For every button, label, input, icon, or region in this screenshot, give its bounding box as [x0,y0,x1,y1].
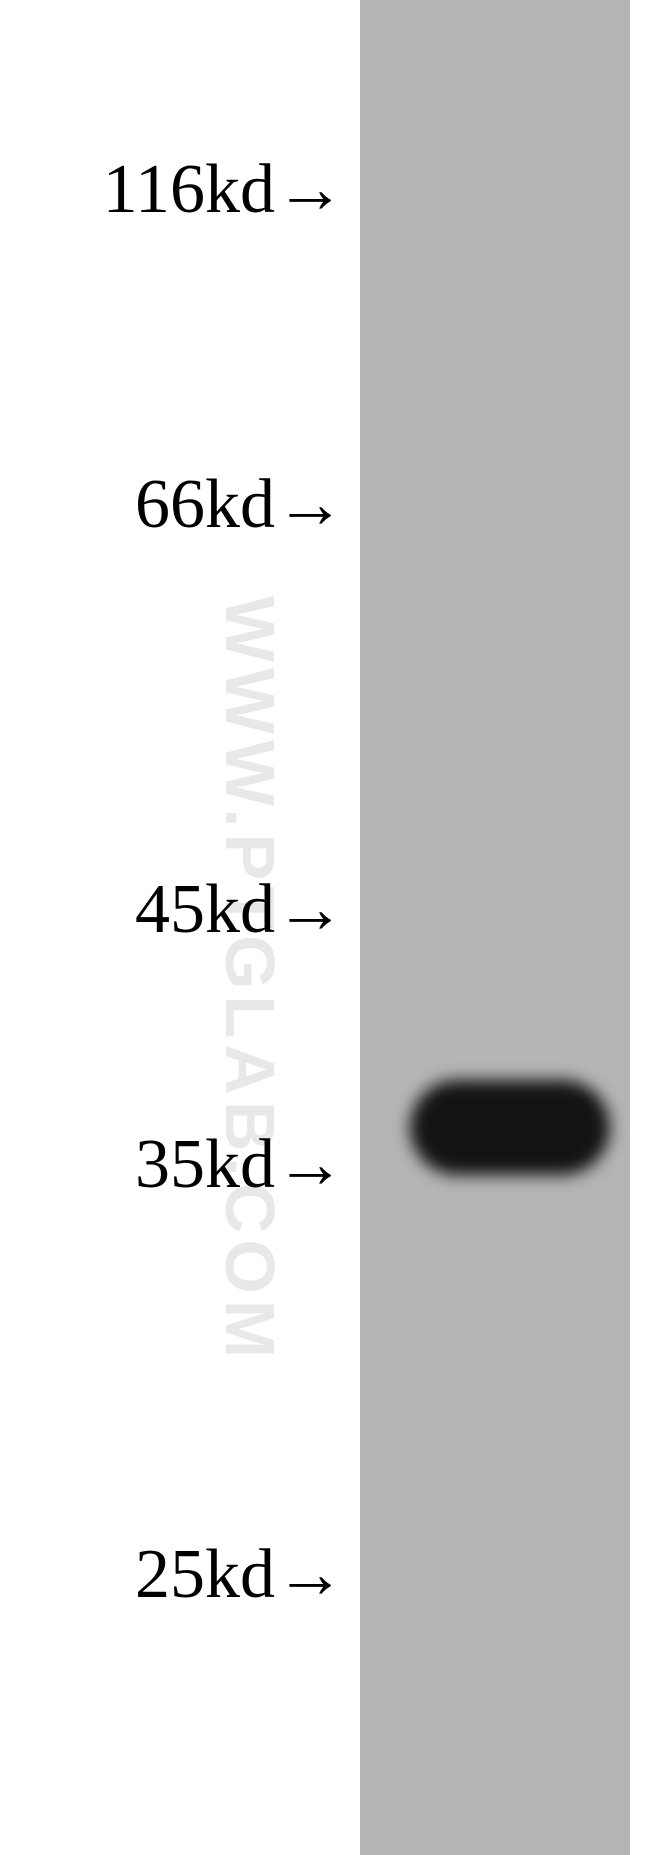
blot-figure: WWW.PTGLAB.COM 116kd→66kd→45kd→35kd→25kd… [0,0,650,1855]
marker-label: 35kd→ [135,1130,345,1200]
marker-text: 116kd [103,151,275,228]
marker-text: 25kd [135,1536,275,1613]
marker-text: 35kd [135,1126,275,1203]
arrow-right-icon: → [275,470,345,540]
protein-band [410,1080,610,1175]
marker-text: 66kd [135,466,275,543]
marker-text: 45kd [135,871,275,948]
arrow-right-icon: → [275,155,345,225]
arrow-right-icon: → [275,1540,345,1610]
arrow-right-icon: → [275,875,345,945]
marker-label: 45kd→ [135,875,345,945]
watermark-text: WWW.PTGLAB.COM [210,596,290,1364]
marker-label: 66kd→ [135,470,345,540]
marker-label: 116kd→ [103,155,345,225]
blot-lane [360,0,630,1855]
marker-label: 25kd→ [135,1540,345,1610]
arrow-right-icon: → [275,1130,345,1200]
